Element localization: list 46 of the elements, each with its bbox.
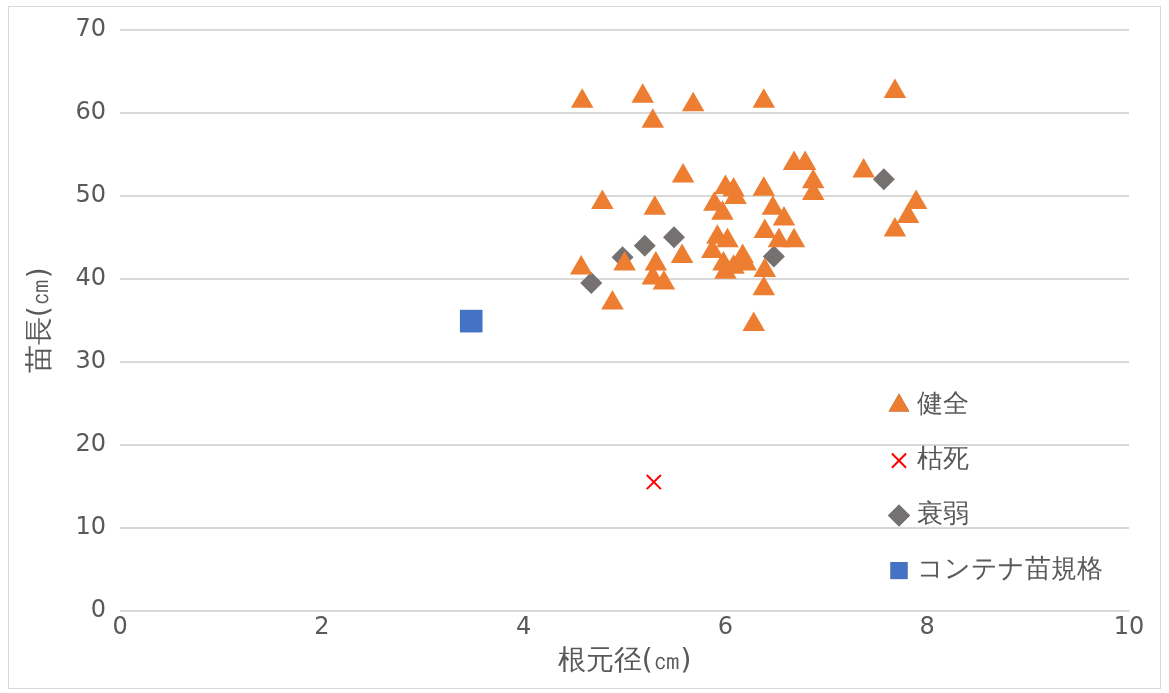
y-tick-label: 20 — [75, 428, 107, 457]
y-tick-label: 30 — [75, 346, 107, 375]
x-tick-label: 4 — [516, 612, 532, 641]
point — [711, 200, 734, 220]
point — [883, 78, 907, 98]
point — [752, 176, 776, 196]
legend-label: 枯死 — [917, 443, 969, 474]
point — [753, 218, 777, 239]
legend-label: コンテナ苗規格 — [917, 553, 1103, 584]
point — [904, 189, 928, 210]
point — [671, 162, 695, 183]
y-tick-label: 50 — [75, 180, 107, 209]
point — [896, 203, 920, 224]
point — [644, 250, 668, 271]
x-axis-title: 根元径(㎝) — [557, 643, 692, 677]
point — [591, 189, 614, 210]
point — [752, 88, 776, 108]
point — [883, 216, 907, 237]
x-tick-label: 6 — [717, 612, 734, 641]
point — [641, 108, 665, 128]
x-tick-label: 10 — [1113, 612, 1145, 641]
point — [772, 206, 796, 226]
y-tick-label: 70 — [75, 14, 107, 43]
point — [569, 255, 593, 275]
y-tick-label: 60 — [75, 97, 107, 126]
y-tick-label: 10 — [75, 511, 107, 540]
x-tick-label: 0 — [112, 612, 128, 641]
x-tick-label: 8 — [919, 612, 935, 641]
x-tick-label: 2 — [314, 612, 330, 641]
point — [631, 83, 654, 103]
y-tick-label: 40 — [75, 263, 107, 292]
point — [570, 88, 594, 108]
legend-label: 衰弱 — [917, 498, 969, 529]
y-tick-label: 0 — [90, 594, 107, 623]
point — [782, 227, 806, 248]
legend-label: 健全 — [917, 388, 969, 419]
y-axis-title: 苗長(㎝) — [22, 267, 56, 374]
point — [681, 91, 705, 112]
point — [670, 243, 694, 263]
point — [742, 311, 765, 331]
point — [716, 227, 739, 248]
point — [852, 158, 875, 178]
point — [643, 195, 667, 215]
point — [753, 257, 777, 278]
point — [601, 289, 624, 310]
point — [752, 275, 776, 296]
